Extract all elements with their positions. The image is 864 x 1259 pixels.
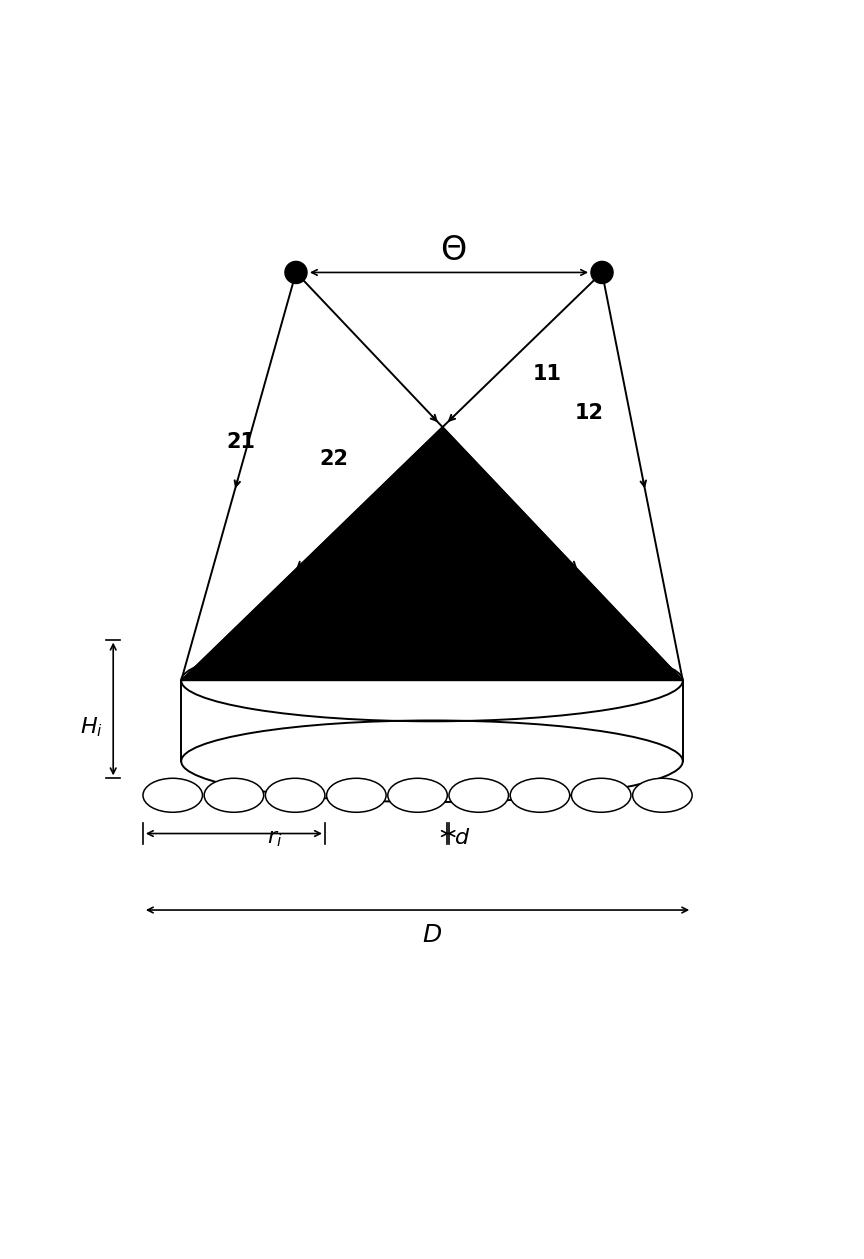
Ellipse shape: [143, 778, 202, 812]
Polygon shape: [181, 427, 683, 681]
Ellipse shape: [327, 778, 386, 812]
Text: 21: 21: [226, 433, 255, 452]
Ellipse shape: [632, 778, 692, 812]
Text: $H_i$: $H_i$: [80, 715, 104, 739]
Text: $D$: $D$: [422, 924, 442, 947]
Ellipse shape: [449, 778, 509, 812]
Text: $\Theta$: $\Theta$: [440, 235, 467, 267]
Ellipse shape: [571, 778, 631, 812]
Text: 12: 12: [575, 403, 604, 423]
Text: 11: 11: [532, 364, 562, 384]
Text: $r_i$: $r_i$: [267, 827, 283, 849]
Text: 22: 22: [320, 449, 349, 470]
Text: $d$: $d$: [454, 827, 470, 849]
Ellipse shape: [265, 778, 325, 812]
Ellipse shape: [511, 778, 569, 812]
Circle shape: [285, 262, 307, 283]
Ellipse shape: [388, 778, 448, 812]
Ellipse shape: [204, 778, 264, 812]
Circle shape: [591, 262, 613, 283]
